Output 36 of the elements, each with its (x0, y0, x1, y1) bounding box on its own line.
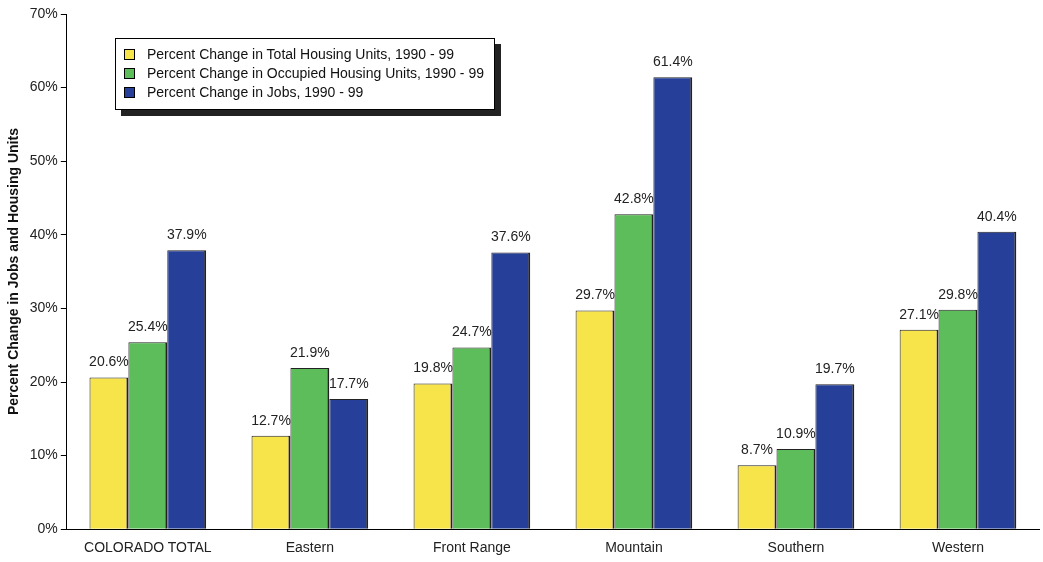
legend-label: Percent Change in Total Housing Units, 1990 - 99 (147, 46, 455, 62)
data-label: 37.6% (490, 228, 531, 245)
y-tick-label: 40% (29, 225, 58, 242)
x-tick-label: Southern (767, 539, 825, 556)
data-label: 21.9% (290, 343, 330, 360)
data-label: 37.9% (166, 226, 207, 243)
data-label: 24.7% (452, 323, 492, 340)
x-tick-label: Mountain (605, 539, 663, 556)
y-tick-label: 0% (37, 520, 58, 537)
y-axis-title: Percent Change in Jobs and Housing Units (5, 127, 22, 416)
data-label: 42.8% (614, 190, 654, 207)
x-tick-label: Western (932, 539, 984, 556)
y-tick-label: 10% (29, 446, 58, 463)
data-label: 20.6% (89, 353, 129, 370)
data-label: 8.7% (741, 441, 774, 458)
legend-label: Percent Change in Jobs, 1990 - 99 (147, 84, 364, 100)
y-tick-label: 30% (29, 299, 58, 316)
x-tick-label: Front Range (432, 539, 512, 556)
y-tick-label: 60% (29, 78, 58, 95)
data-label: 19.7% (814, 360, 855, 377)
data-label: 19.8% (413, 359, 453, 376)
x-tick-label: COLORADO TOTAL (84, 539, 212, 556)
data-label: 29.8% (938, 285, 978, 302)
data-label: 25.4% (127, 318, 168, 335)
data-label: 17.7% (328, 374, 369, 391)
data-label: 12.7% (251, 411, 291, 428)
y-tick-label: 70% (29, 4, 58, 21)
data-label: 40.4% (977, 207, 1017, 224)
data-label: 61.4% (652, 53, 693, 70)
x-tick-label: Eastern (285, 539, 334, 556)
y-tick-label: 20% (29, 372, 58, 389)
data-label: 27.1% (899, 305, 939, 322)
legend-label: Percent Change in Occupied Housing Units, 1990 - 99 (147, 65, 484, 81)
data-label: 29.7% (575, 286, 615, 303)
y-tick-label: 50% (29, 152, 58, 169)
data-label: 10.9% (776, 424, 816, 441)
